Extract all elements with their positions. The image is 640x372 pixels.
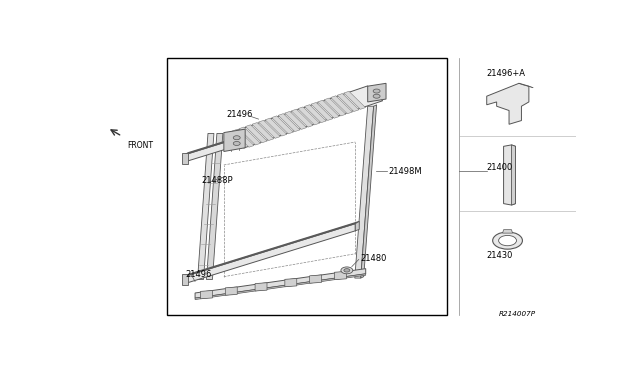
Polygon shape — [271, 116, 293, 134]
Polygon shape — [239, 127, 260, 145]
Polygon shape — [285, 111, 307, 129]
Text: 21496+A: 21496+A — [486, 69, 525, 78]
Polygon shape — [344, 91, 365, 109]
Text: 21496: 21496 — [185, 270, 212, 279]
Polygon shape — [232, 129, 254, 147]
Polygon shape — [255, 283, 267, 291]
Circle shape — [499, 235, 516, 246]
Circle shape — [344, 269, 350, 272]
Polygon shape — [311, 102, 333, 121]
Polygon shape — [184, 102, 355, 162]
Polygon shape — [331, 96, 353, 114]
Polygon shape — [245, 125, 267, 143]
Polygon shape — [259, 120, 280, 138]
Text: 21496: 21496 — [227, 110, 253, 119]
Polygon shape — [291, 109, 313, 127]
Polygon shape — [486, 83, 529, 124]
Polygon shape — [355, 221, 359, 231]
Text: R214007P: R214007P — [499, 311, 536, 317]
Polygon shape — [504, 145, 515, 205]
Circle shape — [233, 141, 240, 145]
Polygon shape — [182, 153, 188, 164]
Text: 21488P: 21488P — [201, 176, 233, 186]
Circle shape — [373, 89, 380, 93]
Polygon shape — [324, 98, 346, 116]
Text: FRONT: FRONT — [127, 141, 153, 150]
Polygon shape — [184, 100, 359, 155]
Polygon shape — [367, 83, 386, 102]
Polygon shape — [337, 93, 359, 112]
Polygon shape — [317, 100, 339, 118]
Text: 21430: 21430 — [486, 251, 513, 260]
Polygon shape — [225, 287, 237, 295]
Polygon shape — [228, 86, 383, 148]
Polygon shape — [511, 145, 515, 205]
Polygon shape — [361, 105, 376, 278]
Polygon shape — [184, 221, 359, 277]
Polygon shape — [200, 291, 212, 299]
Polygon shape — [502, 230, 513, 233]
Text: 21480: 21480 — [360, 254, 387, 263]
Polygon shape — [198, 134, 214, 279]
Text: 21498M: 21498M — [388, 167, 422, 176]
Polygon shape — [224, 129, 245, 151]
Polygon shape — [355, 100, 359, 109]
Polygon shape — [195, 269, 365, 298]
Polygon shape — [182, 275, 188, 285]
Polygon shape — [252, 122, 274, 141]
Polygon shape — [310, 275, 321, 283]
Polygon shape — [335, 272, 346, 280]
Polygon shape — [265, 118, 287, 136]
Polygon shape — [298, 107, 319, 125]
Polygon shape — [355, 106, 374, 278]
Circle shape — [493, 232, 522, 249]
Text: 21400: 21400 — [486, 163, 513, 172]
Polygon shape — [305, 105, 326, 123]
Circle shape — [233, 136, 240, 140]
Circle shape — [341, 267, 353, 274]
Bar — [167, 58, 447, 315]
Polygon shape — [207, 134, 223, 279]
Circle shape — [373, 94, 380, 98]
Polygon shape — [278, 113, 300, 132]
Polygon shape — [184, 224, 355, 284]
Polygon shape — [285, 279, 297, 287]
Polygon shape — [195, 274, 365, 299]
